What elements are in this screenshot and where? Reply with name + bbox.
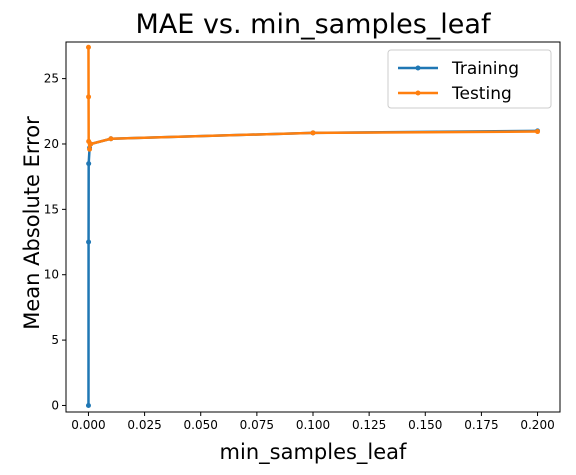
- data-point-testing: [85, 44, 91, 50]
- legend-label-training: Training: [451, 59, 519, 79]
- data-point-testing: [86, 94, 92, 100]
- x-tick-label: 0.025: [127, 418, 161, 432]
- legend-marker-training: [415, 65, 421, 71]
- x-tick-label: 0.200: [520, 418, 554, 432]
- data-point-training: [86, 239, 92, 245]
- y-tick-label: 15: [44, 202, 59, 216]
- x-tick-label: 0.000: [71, 418, 105, 432]
- data-point-testing: [310, 130, 316, 136]
- data-point-testing: [88, 141, 94, 147]
- y-tick-label: 5: [51, 333, 59, 347]
- y-axis-label: Mean Absolute Error: [20, 116, 44, 330]
- x-tick-label: 0.075: [240, 418, 274, 432]
- data-point-training: [85, 402, 91, 408]
- legend-label-testing: Testing: [451, 84, 512, 104]
- data-point-testing: [87, 146, 93, 152]
- y-tick-label: 10: [44, 268, 59, 282]
- x-tick-label: 0.125: [352, 418, 386, 432]
- data-point-training: [86, 161, 92, 167]
- x-tick-label: 0.175: [464, 418, 498, 432]
- x-tick-label: 0.150: [408, 418, 442, 432]
- x-tick-label: 0.050: [184, 418, 218, 432]
- legend: Training Testing: [387, 49, 552, 109]
- y-tick-label: 25: [44, 72, 59, 86]
- data-point-testing: [108, 136, 114, 142]
- y-tick-label: 0: [51, 398, 59, 412]
- plot-area: 0.000 0.025 0.050 0.075 0.100 0.125 0.150 0.175…: [44, 41, 561, 432]
- x-tick-label: 0.100: [296, 418, 330, 432]
- y-tick-label: 20: [44, 137, 59, 151]
- data-point-testing: [535, 129, 541, 135]
- legend-marker-testing: [415, 90, 421, 96]
- x-axis-label: min_samples_leaf: [220, 440, 408, 465]
- chart-title: MAE vs. min_samples_leaf: [136, 9, 492, 40]
- series-line-testing: [87, 47, 538, 151]
